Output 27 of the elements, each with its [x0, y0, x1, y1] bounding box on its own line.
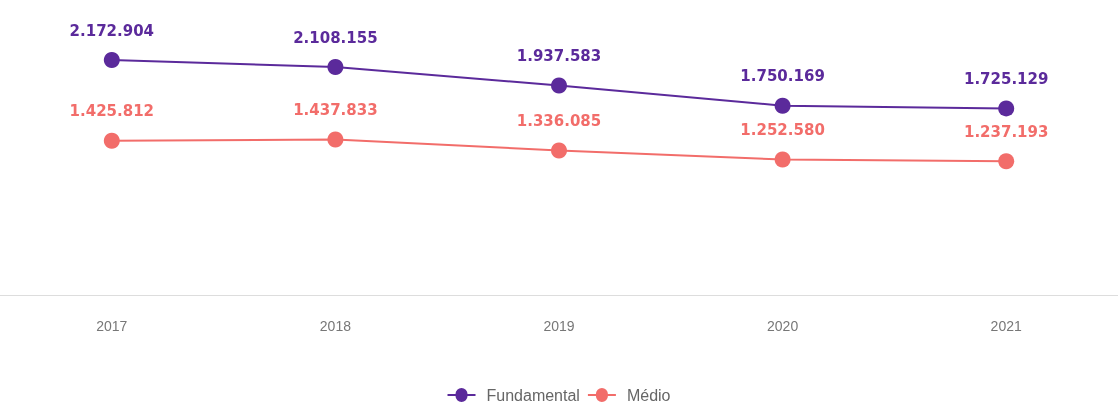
x-tick-label: 2019: [543, 318, 575, 334]
point: [998, 100, 1015, 117]
x-tick-label: 2017: [96, 318, 128, 334]
data-label: 1.237.193: [963, 122, 1049, 141]
data-label: 1.425.812: [69, 102, 155, 121]
point: [774, 151, 791, 168]
data-label: 1.725.129: [963, 69, 1049, 88]
x-tick-label: 2020: [767, 318, 799, 334]
data-label: 2.172.904: [69, 21, 155, 40]
point: [998, 153, 1015, 170]
data-label: 1.336.085: [516, 112, 602, 130]
legend-label: Médio: [626, 386, 671, 404]
x-tick-label: 2021: [990, 318, 1022, 334]
point: [551, 142, 567, 159]
data-label: 1.252.580: [740, 121, 825, 140]
data-label: 1.437.833: [293, 101, 378, 119]
point: [551, 77, 567, 94]
point: [327, 59, 344, 75]
x-tick-label: 2018: [319, 318, 352, 334]
point: [103, 52, 120, 68]
legend-label: Fundamental: [486, 386, 580, 404]
point: [103, 132, 120, 149]
data-label: 1.937.583: [516, 46, 602, 65]
data-label: 2.108.155: [293, 28, 378, 47]
data-label: 1.750.169: [740, 67, 825, 86]
point: [327, 131, 344, 148]
point: [774, 97, 791, 114]
